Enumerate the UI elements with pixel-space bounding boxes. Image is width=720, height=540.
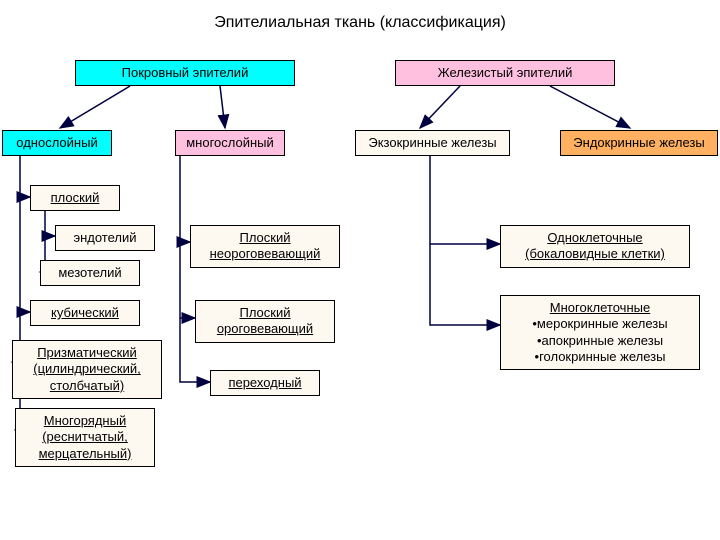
node-mnogosloy: многослойный [175,130,285,156]
node-perehod: переходный [210,370,320,396]
node-mnogoryad: Многорядный (реснитчатый, мерцательный) [15,408,155,467]
node-prizmat: Призматический (цилиндрический, столбчат… [12,340,162,399]
node-endotel: эндотелий [55,225,155,251]
node-endo: Эндокринные железы [560,130,718,156]
node-mnogoklet: Многоклеточные•мерокринные железы•апокри… [500,295,700,370]
node-pl_neoro: Плоский неороговевающий [190,225,340,268]
node-odnoklet: Одноклеточные (бокаловидные клетки) [500,225,690,268]
node-pokrov: Покровный эпителий [75,60,295,86]
node-mezotel: мезотелий [40,260,140,286]
node-kubich: кубический [30,300,140,326]
node-ekzo: Экзокринные железы [355,130,510,156]
node-odnosloy: однослойный [2,130,112,156]
node-ploskiy: плоский [30,185,120,211]
node-pl_oro: Плоский ороговевающий [195,300,335,343]
node-zhelez: Железистый эпителий [395,60,615,86]
